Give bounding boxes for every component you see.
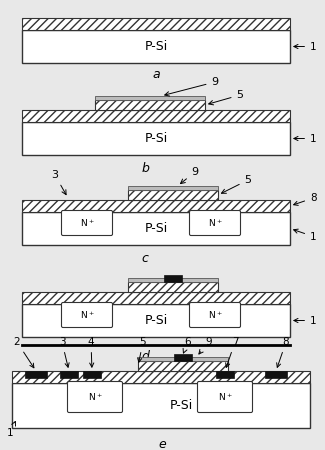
Text: N$^+$: N$^+$ — [80, 309, 94, 321]
FancyBboxPatch shape — [61, 211, 112, 235]
Bar — [22, 122, 290, 155]
Text: 6: 6 — [183, 337, 191, 353]
Text: N$^+$: N$^+$ — [218, 391, 232, 403]
Text: 8: 8 — [294, 193, 317, 205]
Bar — [22, 200, 290, 212]
Text: 5: 5 — [137, 337, 146, 362]
FancyBboxPatch shape — [198, 382, 253, 413]
Text: N$^+$: N$^+$ — [80, 217, 94, 229]
Text: 5: 5 — [209, 90, 243, 105]
Bar — [128, 282, 218, 292]
Text: d: d — [141, 351, 149, 364]
Text: 1: 1 — [294, 315, 317, 325]
Bar — [128, 190, 218, 200]
Text: 9: 9 — [165, 77, 218, 96]
Text: 4: 4 — [88, 337, 94, 367]
Text: 3: 3 — [59, 337, 69, 367]
Text: 1: 1 — [7, 422, 16, 438]
Bar — [60, 371, 78, 378]
Text: 5: 5 — [221, 175, 252, 193]
Text: N$^+$: N$^+$ — [88, 391, 102, 403]
Bar — [25, 371, 47, 378]
Bar — [174, 354, 192, 361]
Bar — [265, 371, 287, 378]
Bar — [12, 383, 310, 428]
Bar — [22, 18, 290, 30]
Text: 1: 1 — [294, 134, 317, 144]
Bar — [95, 96, 205, 100]
Bar — [22, 30, 290, 63]
Text: P-Si: P-Si — [144, 132, 168, 145]
Text: P-Si: P-Si — [144, 314, 168, 327]
Bar — [22, 304, 290, 337]
Text: 1: 1 — [294, 229, 317, 242]
FancyBboxPatch shape — [189, 211, 240, 235]
FancyBboxPatch shape — [68, 382, 123, 413]
Bar — [22, 110, 290, 122]
Text: 7: 7 — [226, 337, 238, 367]
Bar — [164, 275, 182, 282]
Text: 2: 2 — [14, 337, 34, 368]
Text: P-Si: P-Si — [144, 40, 168, 53]
Text: e: e — [158, 438, 166, 450]
Bar — [216, 371, 234, 378]
Text: N$^+$: N$^+$ — [208, 309, 222, 321]
Text: 9: 9 — [199, 337, 212, 354]
Text: P-Si: P-Si — [144, 222, 168, 235]
Bar — [83, 371, 101, 378]
FancyBboxPatch shape — [189, 302, 240, 328]
Text: 3: 3 — [51, 170, 66, 195]
Text: a: a — [152, 68, 160, 81]
Bar — [138, 361, 228, 371]
Text: 8: 8 — [277, 337, 289, 367]
Text: P-Si: P-Si — [169, 399, 193, 412]
Bar — [128, 186, 218, 190]
Bar — [22, 292, 290, 304]
Text: c: c — [142, 252, 149, 265]
Text: N$^+$: N$^+$ — [208, 217, 222, 229]
Text: 1: 1 — [294, 41, 317, 51]
FancyBboxPatch shape — [61, 302, 112, 328]
Bar — [138, 357, 228, 361]
Text: 9: 9 — [180, 167, 199, 184]
Bar — [128, 278, 218, 282]
Bar — [12, 371, 310, 383]
Bar — [22, 212, 290, 245]
Text: b: b — [141, 162, 149, 175]
Bar — [95, 100, 205, 110]
